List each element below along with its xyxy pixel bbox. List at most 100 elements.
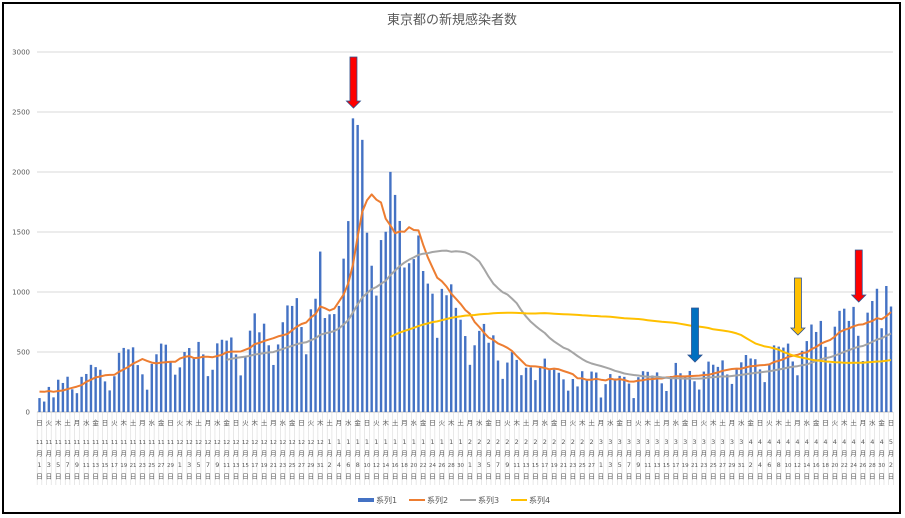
weekday-label: 木	[644, 418, 651, 427]
date-label: 11 月 23 日	[139, 440, 146, 481]
bar	[384, 231, 387, 412]
date-label: 4 月 18 日	[822, 438, 829, 481]
bar	[445, 295, 448, 412]
weekday-label: 月	[139, 419, 146, 427]
date-label: 12 月 1 日	[176, 440, 183, 481]
weekday-label: 月	[270, 419, 277, 427]
date-label: 3 月 13 日	[654, 438, 661, 481]
bar	[843, 308, 846, 412]
bar	[304, 354, 308, 412]
weekday-label: 日	[626, 419, 633, 427]
date-label: 1 月 24 日	[429, 438, 436, 481]
weekday-label: 金	[747, 418, 754, 427]
weekday-label: 月	[729, 419, 736, 427]
bar	[641, 371, 645, 412]
weekday-label: 月	[336, 419, 343, 427]
y-tick-label: 500	[17, 349, 30, 357]
date-label: 2 月 23 日	[569, 438, 576, 481]
date-label: 12 月 13 日	[233, 440, 240, 481]
bar	[127, 349, 130, 412]
bar	[576, 386, 579, 412]
bar	[660, 383, 663, 412]
weekday-label: 金	[616, 418, 623, 427]
bar	[651, 375, 654, 412]
date-label: 12 月 9 日	[214, 440, 221, 481]
bar	[688, 370, 692, 412]
bar	[337, 305, 341, 412]
bar	[632, 398, 635, 412]
bar	[833, 326, 837, 412]
date-label: 12 月 31 日	[317, 440, 324, 481]
weekday-label: 水	[83, 418, 90, 427]
weekday-label: 土	[588, 418, 595, 427]
bar	[796, 375, 799, 412]
date-label: 1 月 30 日	[457, 438, 464, 481]
bar	[248, 330, 252, 412]
bar	[861, 361, 865, 412]
date-label: 1 月 12 日	[373, 438, 380, 481]
chart-title: 東京都の新規感染者数	[387, 12, 517, 28]
bar	[754, 359, 757, 412]
bar	[590, 371, 593, 412]
weekday-label: 土	[64, 418, 71, 427]
bar	[122, 347, 125, 412]
bar	[450, 284, 453, 412]
y-tick-label: 1000	[12, 289, 30, 297]
date-label: 11 月 19 日	[120, 440, 127, 481]
date-label: 11 月 29 日	[167, 440, 174, 481]
weekday-label: 火	[177, 419, 184, 427]
bar	[309, 309, 313, 412]
date-label: 4 月 14 日	[803, 438, 810, 481]
weekday-label: 木	[710, 418, 717, 427]
date-label: 1 月 22 日	[420, 438, 427, 481]
weekday-label: 土	[523, 418, 530, 427]
weekday-label: 日	[495, 419, 502, 427]
y-tick-label: 2500	[12, 109, 30, 117]
date-label: 12 月 5 日	[195, 440, 202, 481]
bar	[749, 358, 752, 412]
date-label: 11 月 15 日	[102, 440, 109, 481]
bar	[113, 376, 116, 412]
bar	[646, 371, 649, 412]
bar	[290, 305, 294, 412]
bar	[131, 347, 135, 412]
weekday-label: 日	[757, 419, 764, 427]
legend-label: 系列1	[376, 495, 397, 505]
bar	[244, 356, 247, 412]
weekday-label: 月	[467, 419, 474, 427]
bar	[103, 381, 107, 412]
weekday-label: 土	[392, 418, 399, 427]
bar	[604, 384, 607, 412]
date-label: 11 月 27 日	[158, 440, 165, 481]
date-label: 3 月 19 日	[682, 438, 689, 481]
date-label: 11 月 7 日	[64, 440, 71, 481]
date-label: 3 月 21 日	[691, 438, 698, 481]
weekday-label: 水	[673, 418, 680, 427]
bar	[828, 363, 832, 412]
bar	[454, 307, 458, 412]
bar	[473, 345, 476, 412]
y-tick-label: 2000	[12, 169, 30, 177]
date-label: 4 月 30 日	[878, 438, 885, 481]
date-label: 3 月 31 日	[738, 438, 745, 481]
bar	[141, 374, 144, 412]
weekday-label: 火	[701, 419, 708, 427]
bar	[562, 379, 565, 412]
bar	[871, 301, 874, 412]
bar	[258, 332, 261, 412]
bar	[627, 383, 631, 412]
bar	[857, 335, 860, 412]
date-label: 3 月 23 日	[700, 438, 707, 481]
bar	[52, 397, 55, 412]
date-label: 12 月 23 日	[279, 440, 286, 481]
weekday-label: 日	[560, 419, 567, 427]
bar	[66, 376, 69, 412]
weekday-label: 日	[102, 419, 109, 427]
bar	[108, 390, 111, 412]
bar	[468, 364, 472, 412]
weekday-label: 金	[289, 418, 296, 427]
